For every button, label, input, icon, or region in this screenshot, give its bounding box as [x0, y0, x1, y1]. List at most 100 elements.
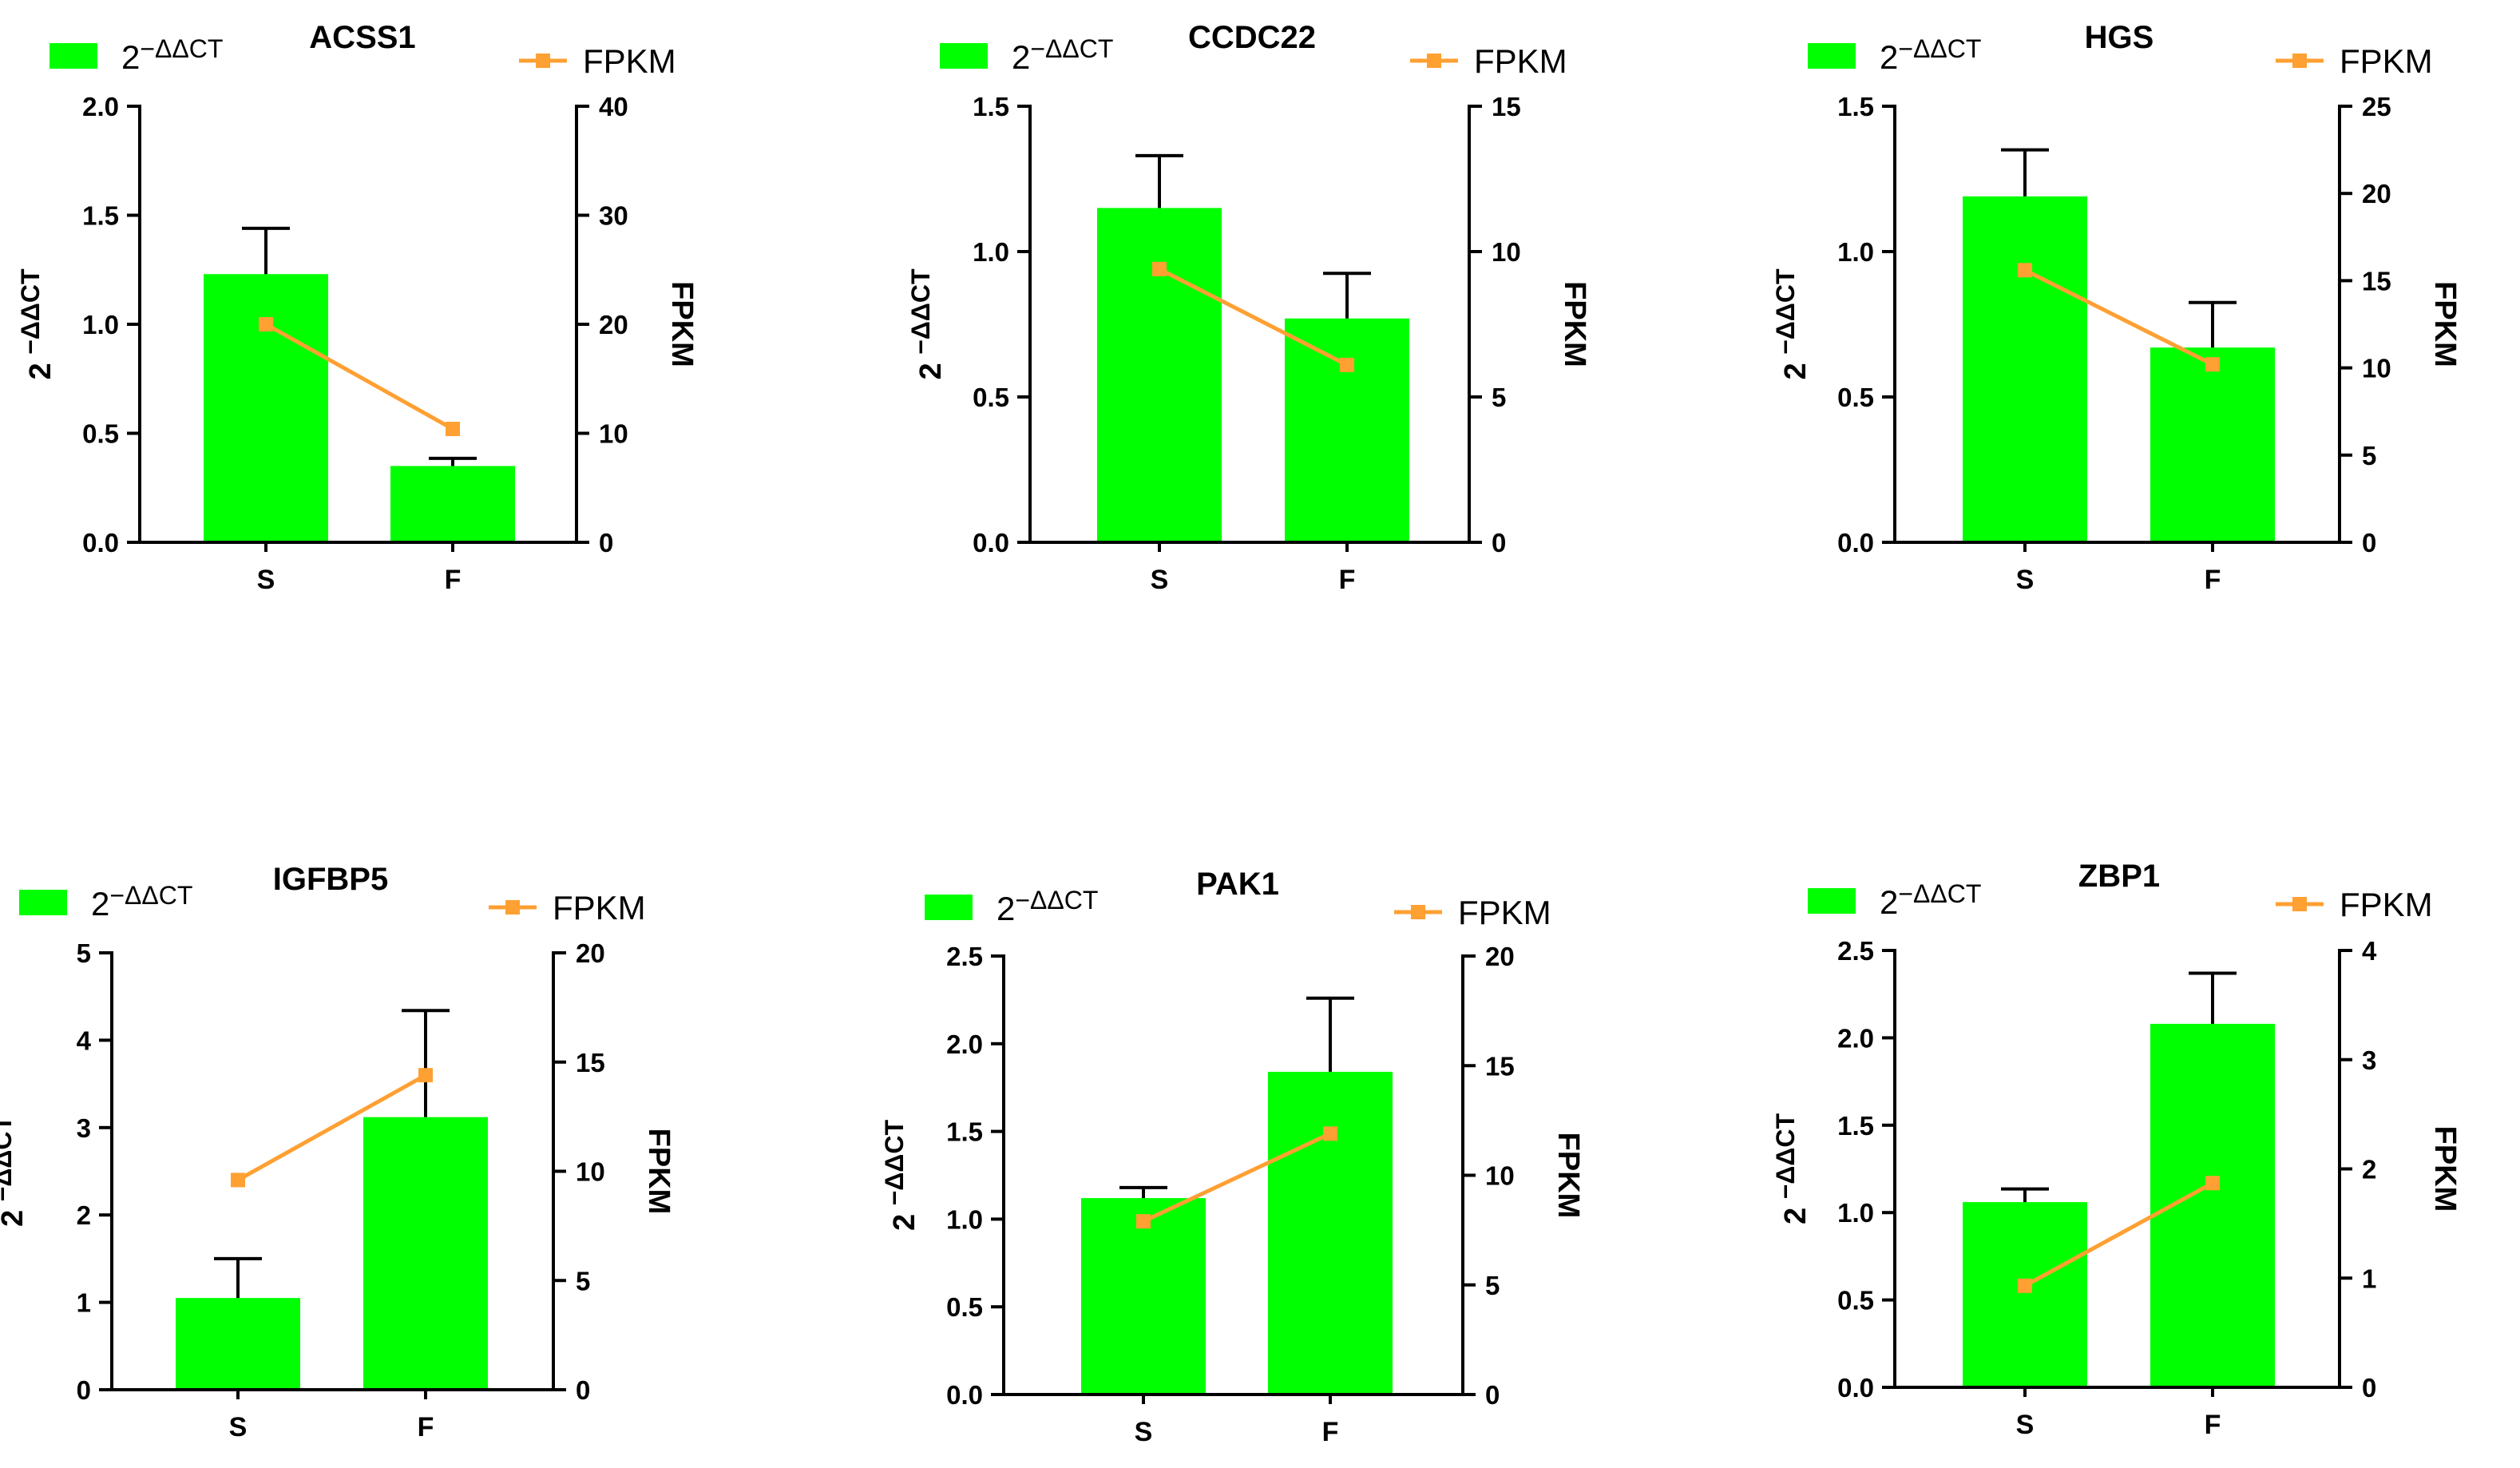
x-tick-label-f: F: [418, 1412, 434, 1442]
right-tick-label: 0: [1485, 1380, 1500, 1410]
legend-line-marker: [2292, 897, 2307, 911]
legend-bar-label-base: 2: [1880, 883, 1898, 921]
bar-f: [2150, 347, 2275, 542]
left-axis-label: 2 −ΔΔCT: [880, 1120, 921, 1232]
fpkm-point-f: [1340, 357, 1354, 372]
fpkm-point-f: [446, 422, 460, 437]
right-tick-label: 10: [576, 1157, 605, 1187]
left-tick-label: 0.5: [973, 383, 1009, 412]
left-tick-label: 0.5: [82, 419, 119, 449]
bar-s: [1081, 1198, 1206, 1395]
legend-line-label: FPKM: [1458, 894, 1551, 931]
fpkm-point-f: [2205, 1176, 2220, 1191]
chart-title: ACSS1: [309, 20, 415, 55]
right-tick-label: 3: [2362, 1045, 2376, 1075]
legend-bar-label-exponent: −ΔΔCT: [109, 881, 192, 910]
right-tick-label: 4: [2362, 936, 2377, 966]
left-tick-label: 1.5: [946, 1117, 983, 1147]
right-axis-label: FPKM: [1551, 1133, 1585, 1219]
left-tick-label: 0.0: [1837, 528, 1874, 557]
chart-title: CCDC22: [1188, 20, 1316, 55]
left-tick-label: 2.0: [1837, 1023, 1874, 1053]
legend-bar-label-exponent: −ΔΔCT: [1898, 34, 1981, 63]
left-axis-label: 2 −ΔΔCT: [1771, 1113, 1813, 1225]
left-axis-label-base: 2: [24, 355, 57, 380]
right-tick-label: 0: [2362, 528, 2376, 557]
left-axis-label-exponent: −ΔΔCT: [906, 268, 935, 355]
left-tick-label: 2.0: [82, 92, 119, 121]
right-tick-label: 15: [576, 1048, 605, 1077]
right-tick-label: 15: [1492, 92, 1521, 121]
left-tick-label: 1.0: [82, 310, 119, 339]
right-tick-label: 0: [1492, 528, 1506, 557]
legend-bar-label-base: 2: [997, 890, 1015, 927]
fpkm-line: [1142, 1132, 1332, 1224]
left-tick-label: 0.5: [946, 1292, 983, 1322]
right-tick-label: 30: [599, 201, 628, 231]
right-tick-label: 0: [2362, 1373, 2376, 1403]
right-tick-label: 5: [1492, 383, 1506, 412]
legend-line-marker: [2292, 54, 2307, 68]
x-tick-label-s: S: [1151, 565, 1169, 595]
fpkm-point-f: [418, 1068, 433, 1083]
legend-bar-label: 2−ΔΔCT: [1012, 34, 1113, 76]
fpkm-point-f: [1323, 1126, 1337, 1141]
right-tick-label: 10: [1485, 1161, 1515, 1191]
left-tick-label: 0.0: [973, 528, 1009, 557]
legend-bar-label: 2−ΔΔCT: [1880, 879, 1981, 921]
left-axis-label-exponent: −ΔΔCT: [0, 1116, 17, 1202]
chart-title: IGFBP5: [273, 862, 388, 897]
legend-bar-label-exponent: −ΔΔCT: [1898, 879, 1981, 908]
legend-line-label: FPKM: [583, 42, 676, 80]
right-tick-label: 10: [1492, 237, 1521, 267]
left-axis-label-base: 2: [914, 355, 948, 380]
right-tick-label: 15: [1485, 1051, 1515, 1081]
right-axis-label: FPKM: [642, 1129, 676, 1215]
right-tick-label: 0: [576, 1375, 590, 1405]
legend-bar-swatch: [19, 890, 67, 915]
right-tick-label: 2: [2362, 1155, 2376, 1184]
chart-title: ZBP1: [2078, 859, 2160, 894]
chart-title: HGS: [2085, 20, 2154, 55]
legend-bar-label-exponent: −ΔΔCT: [140, 34, 223, 63]
legend-bar-swatch: [1808, 43, 1856, 69]
right-tick-label: 20: [2362, 179, 2391, 208]
left-tick-label: 1.0: [1837, 237, 1874, 267]
bar-f: [1285, 318, 1409, 542]
legend-bar-label: 2−ΔΔCT: [91, 881, 192, 922]
left-tick-label: 1: [77, 1288, 91, 1318]
bar-s: [1963, 1202, 2087, 1387]
right-axis-label: FPKM: [2428, 281, 2462, 367]
legend-line-marker: [1427, 54, 1441, 68]
bar-s: [1097, 208, 1222, 542]
right-tick-label: 5: [1485, 1271, 1500, 1300]
x-tick-label-s: S: [229, 1412, 248, 1442]
left-axis-label: 2 −ΔΔCT: [0, 1116, 30, 1228]
x-tick-label-f: F: [1322, 1417, 1339, 1447]
left-tick-label: 1.0: [1837, 1198, 1874, 1228]
bar-s: [176, 1298, 300, 1390]
legend-bar-swatch: [940, 43, 988, 69]
fpkm-point-s: [2018, 263, 2032, 278]
legend-bar-swatch: [1808, 888, 1856, 914]
fpkm-point-s: [1136, 1214, 1151, 1229]
legend-bar-swatch: [50, 43, 97, 69]
left-axis-label: 2 −ΔΔCT: [1771, 268, 1813, 380]
x-tick-label-f: F: [2205, 565, 2221, 595]
left-tick-label: 0.0: [1837, 1373, 1874, 1403]
left-tick-label: 2.0: [946, 1030, 983, 1059]
bar-f: [1268, 1071, 1393, 1395]
left-tick-label: 1.5: [82, 201, 119, 231]
legend-line-marker: [536, 54, 550, 68]
right-tick-label: 0: [599, 528, 613, 557]
left-axis-label: 2 −ΔΔCT: [16, 268, 57, 380]
left-tick-label: 3: [77, 1113, 91, 1143]
left-axis-label-base: 2: [1779, 355, 1813, 380]
fpkm-line: [2023, 268, 2214, 367]
fpkm-point-s: [2018, 1278, 2032, 1293]
bar-f: [363, 1117, 488, 1390]
legend-bar-swatch: [925, 895, 973, 920]
